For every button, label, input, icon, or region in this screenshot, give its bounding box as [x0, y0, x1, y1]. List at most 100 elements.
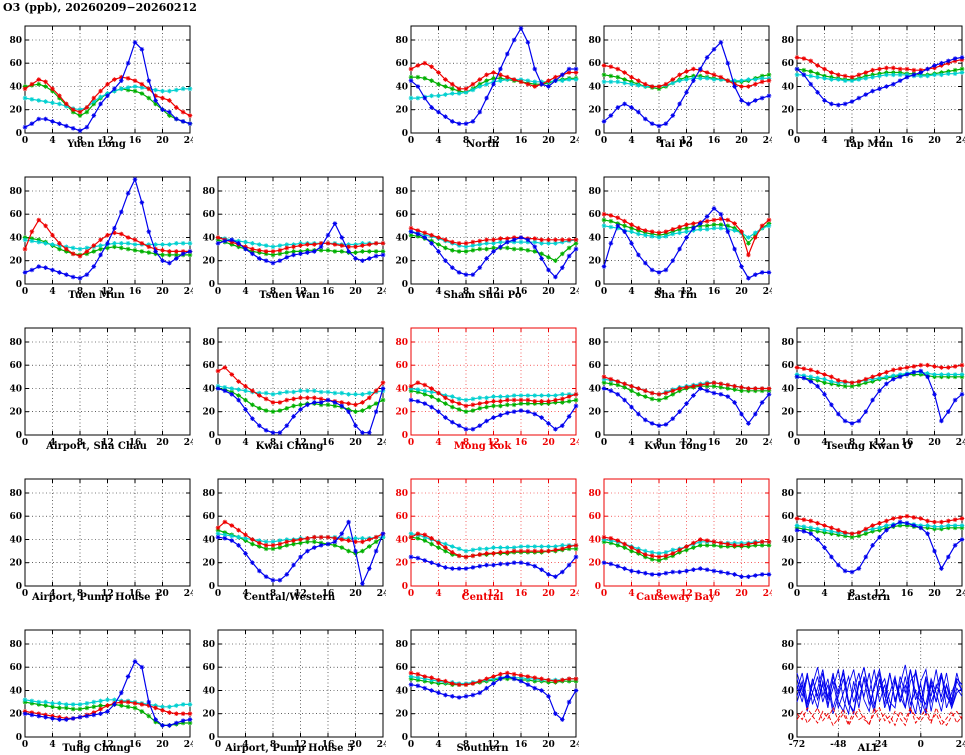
- svg-text:40: 40: [202, 687, 215, 697]
- chart-tsuen-wan: 0 20 40 60 80 0 4 8 12 16 20 24 Tsuen Wan: [193, 151, 389, 302]
- svg-text:12: 12: [101, 740, 114, 750]
- chart-central: 0 20 40 60 80 0 4 8 12 16 20 24 Central: [386, 453, 582, 604]
- svg-text:16: 16: [708, 589, 721, 599]
- svg-text:8: 8: [463, 136, 469, 146]
- svg-text:8: 8: [849, 438, 855, 448]
- svg-text:40: 40: [9, 687, 22, 697]
- svg-text:4: 4: [242, 287, 248, 297]
- svg-text:12: 12: [294, 740, 307, 750]
- svg-text:12: 12: [487, 589, 500, 599]
- svg-text:12: 12: [873, 136, 886, 146]
- empty-cell-3: [579, 604, 772, 755]
- svg-text:4: 4: [242, 438, 248, 448]
- svg-text:0: 0: [788, 582, 794, 592]
- svg-text:40: 40: [395, 536, 408, 546]
- svg-text:20: 20: [349, 438, 362, 448]
- station-label: Airport, Pump House 1: [31, 592, 161, 603]
- svg-text:20: 20: [349, 589, 362, 599]
- svg-text:16: 16: [708, 287, 721, 297]
- chart-causeway-bay-svg: 0 20 40 60 80 0 4 8 12 16 20 24: [588, 478, 775, 599]
- svg-text:16: 16: [515, 740, 528, 750]
- svg-text:24: 24: [956, 740, 965, 750]
- svg-text:60: 60: [781, 361, 794, 371]
- chart-all: 0 20 40 60 80 -72 -48 -24 0 24 ALL: [772, 604, 965, 755]
- svg-text:24: 24: [184, 136, 193, 146]
- svg-text:0: 0: [788, 431, 794, 441]
- svg-text:24: 24: [377, 438, 386, 448]
- svg-text:60: 60: [588, 512, 601, 522]
- svg-text:20: 20: [395, 559, 408, 569]
- chart-tap-mun-svg: 0 20 40 60 80 0 4 8 12 16 20 24: [781, 25, 965, 146]
- svg-text:-72: -72: [789, 740, 805, 750]
- svg-text:20: 20: [735, 136, 748, 146]
- svg-text:8: 8: [463, 287, 469, 297]
- svg-text:4: 4: [242, 589, 248, 599]
- svg-text:60: 60: [781, 59, 794, 69]
- svg-text:24: 24: [184, 438, 193, 448]
- tai-po-plot: 0 20 40 60 80 0 4 8 12 16 20 24: [579, 12, 775, 149]
- station-label: Tung Chung: [62, 743, 131, 754]
- svg-text:0: 0: [209, 431, 215, 441]
- svg-text:0: 0: [408, 136, 414, 146]
- svg-text:20: 20: [781, 106, 794, 116]
- svg-text:8: 8: [849, 136, 855, 146]
- sha-tin-plot: 0 20 40 60 80 0 4 8 12 16 20 24: [579, 163, 775, 300]
- svg-text:20: 20: [156, 438, 169, 448]
- svg-text:20: 20: [781, 559, 794, 569]
- svg-text:0: 0: [601, 589, 607, 599]
- chart-southern-svg: 0 20 40 60 80 0 4 8 12 16 20 24: [395, 629, 582, 750]
- svg-text:16: 16: [515, 438, 528, 448]
- svg-text:60: 60: [9, 59, 22, 69]
- svg-text:8: 8: [77, 287, 83, 297]
- page-title: O3 (ppb), 20260209−20260212: [3, 1, 197, 14]
- svg-text:12: 12: [101, 136, 114, 146]
- svg-text:0: 0: [408, 740, 414, 750]
- svg-text:40: 40: [781, 687, 794, 697]
- chart-north: 0 20 40 60 80 0 4 8 12 16 20 24 North: [386, 0, 582, 151]
- svg-text:20: 20: [735, 589, 748, 599]
- svg-text:16: 16: [515, 589, 528, 599]
- airport-sha-chau-plot: 0 20 40 60 80 0 4 8 12 16 20 24: [0, 314, 196, 451]
- svg-text:12: 12: [680, 287, 693, 297]
- svg-text:20: 20: [542, 589, 555, 599]
- chart-central-western: 0 20 40 60 80 0 4 8 12 16 20 24 Central/Western: [193, 453, 389, 604]
- svg-text:8: 8: [849, 589, 855, 599]
- svg-text:0: 0: [788, 733, 794, 743]
- svg-text:4: 4: [435, 287, 441, 297]
- svg-text:0: 0: [794, 438, 800, 448]
- station-label: ALL: [857, 743, 880, 754]
- chart-kwun-tong: 0 20 40 60 80 0 4 8 12 16 20 24 Kwun Tong: [579, 302, 775, 453]
- chart-sham-shui-po: 0 20 40 60 80 0 4 8 12 16 20 24 Sham Shui Po: [386, 151, 582, 302]
- svg-text:0: 0: [408, 438, 414, 448]
- empty-cell-1: [193, 0, 386, 151]
- svg-text:4: 4: [49, 136, 55, 146]
- svg-text:24: 24: [570, 438, 579, 448]
- svg-text:20: 20: [9, 408, 22, 418]
- svg-text:20: 20: [202, 710, 215, 720]
- svg-text:4: 4: [49, 438, 55, 448]
- svg-text:4: 4: [628, 136, 634, 146]
- svg-text:16: 16: [322, 287, 335, 297]
- svg-text:16: 16: [322, 438, 335, 448]
- station-label: Central/Western: [243, 592, 336, 603]
- svg-text:20: 20: [395, 257, 408, 267]
- svg-text:80: 80: [202, 338, 215, 348]
- svg-text:16: 16: [901, 438, 914, 448]
- svg-text:60: 60: [9, 512, 22, 522]
- svg-text:40: 40: [781, 536, 794, 546]
- svg-text:12: 12: [294, 287, 307, 297]
- svg-text:24: 24: [377, 740, 386, 750]
- svg-text:40: 40: [395, 385, 408, 395]
- svg-text:4: 4: [435, 589, 441, 599]
- svg-text:4: 4: [49, 287, 55, 297]
- svg-text:16: 16: [322, 740, 335, 750]
- svg-text:16: 16: [129, 740, 142, 750]
- svg-text:80: 80: [588, 36, 601, 46]
- svg-text:20: 20: [395, 710, 408, 720]
- svg-text:40: 40: [9, 385, 22, 395]
- svg-text:20: 20: [928, 136, 941, 146]
- svg-text:0: 0: [16, 129, 22, 139]
- svg-text:24: 24: [956, 589, 965, 599]
